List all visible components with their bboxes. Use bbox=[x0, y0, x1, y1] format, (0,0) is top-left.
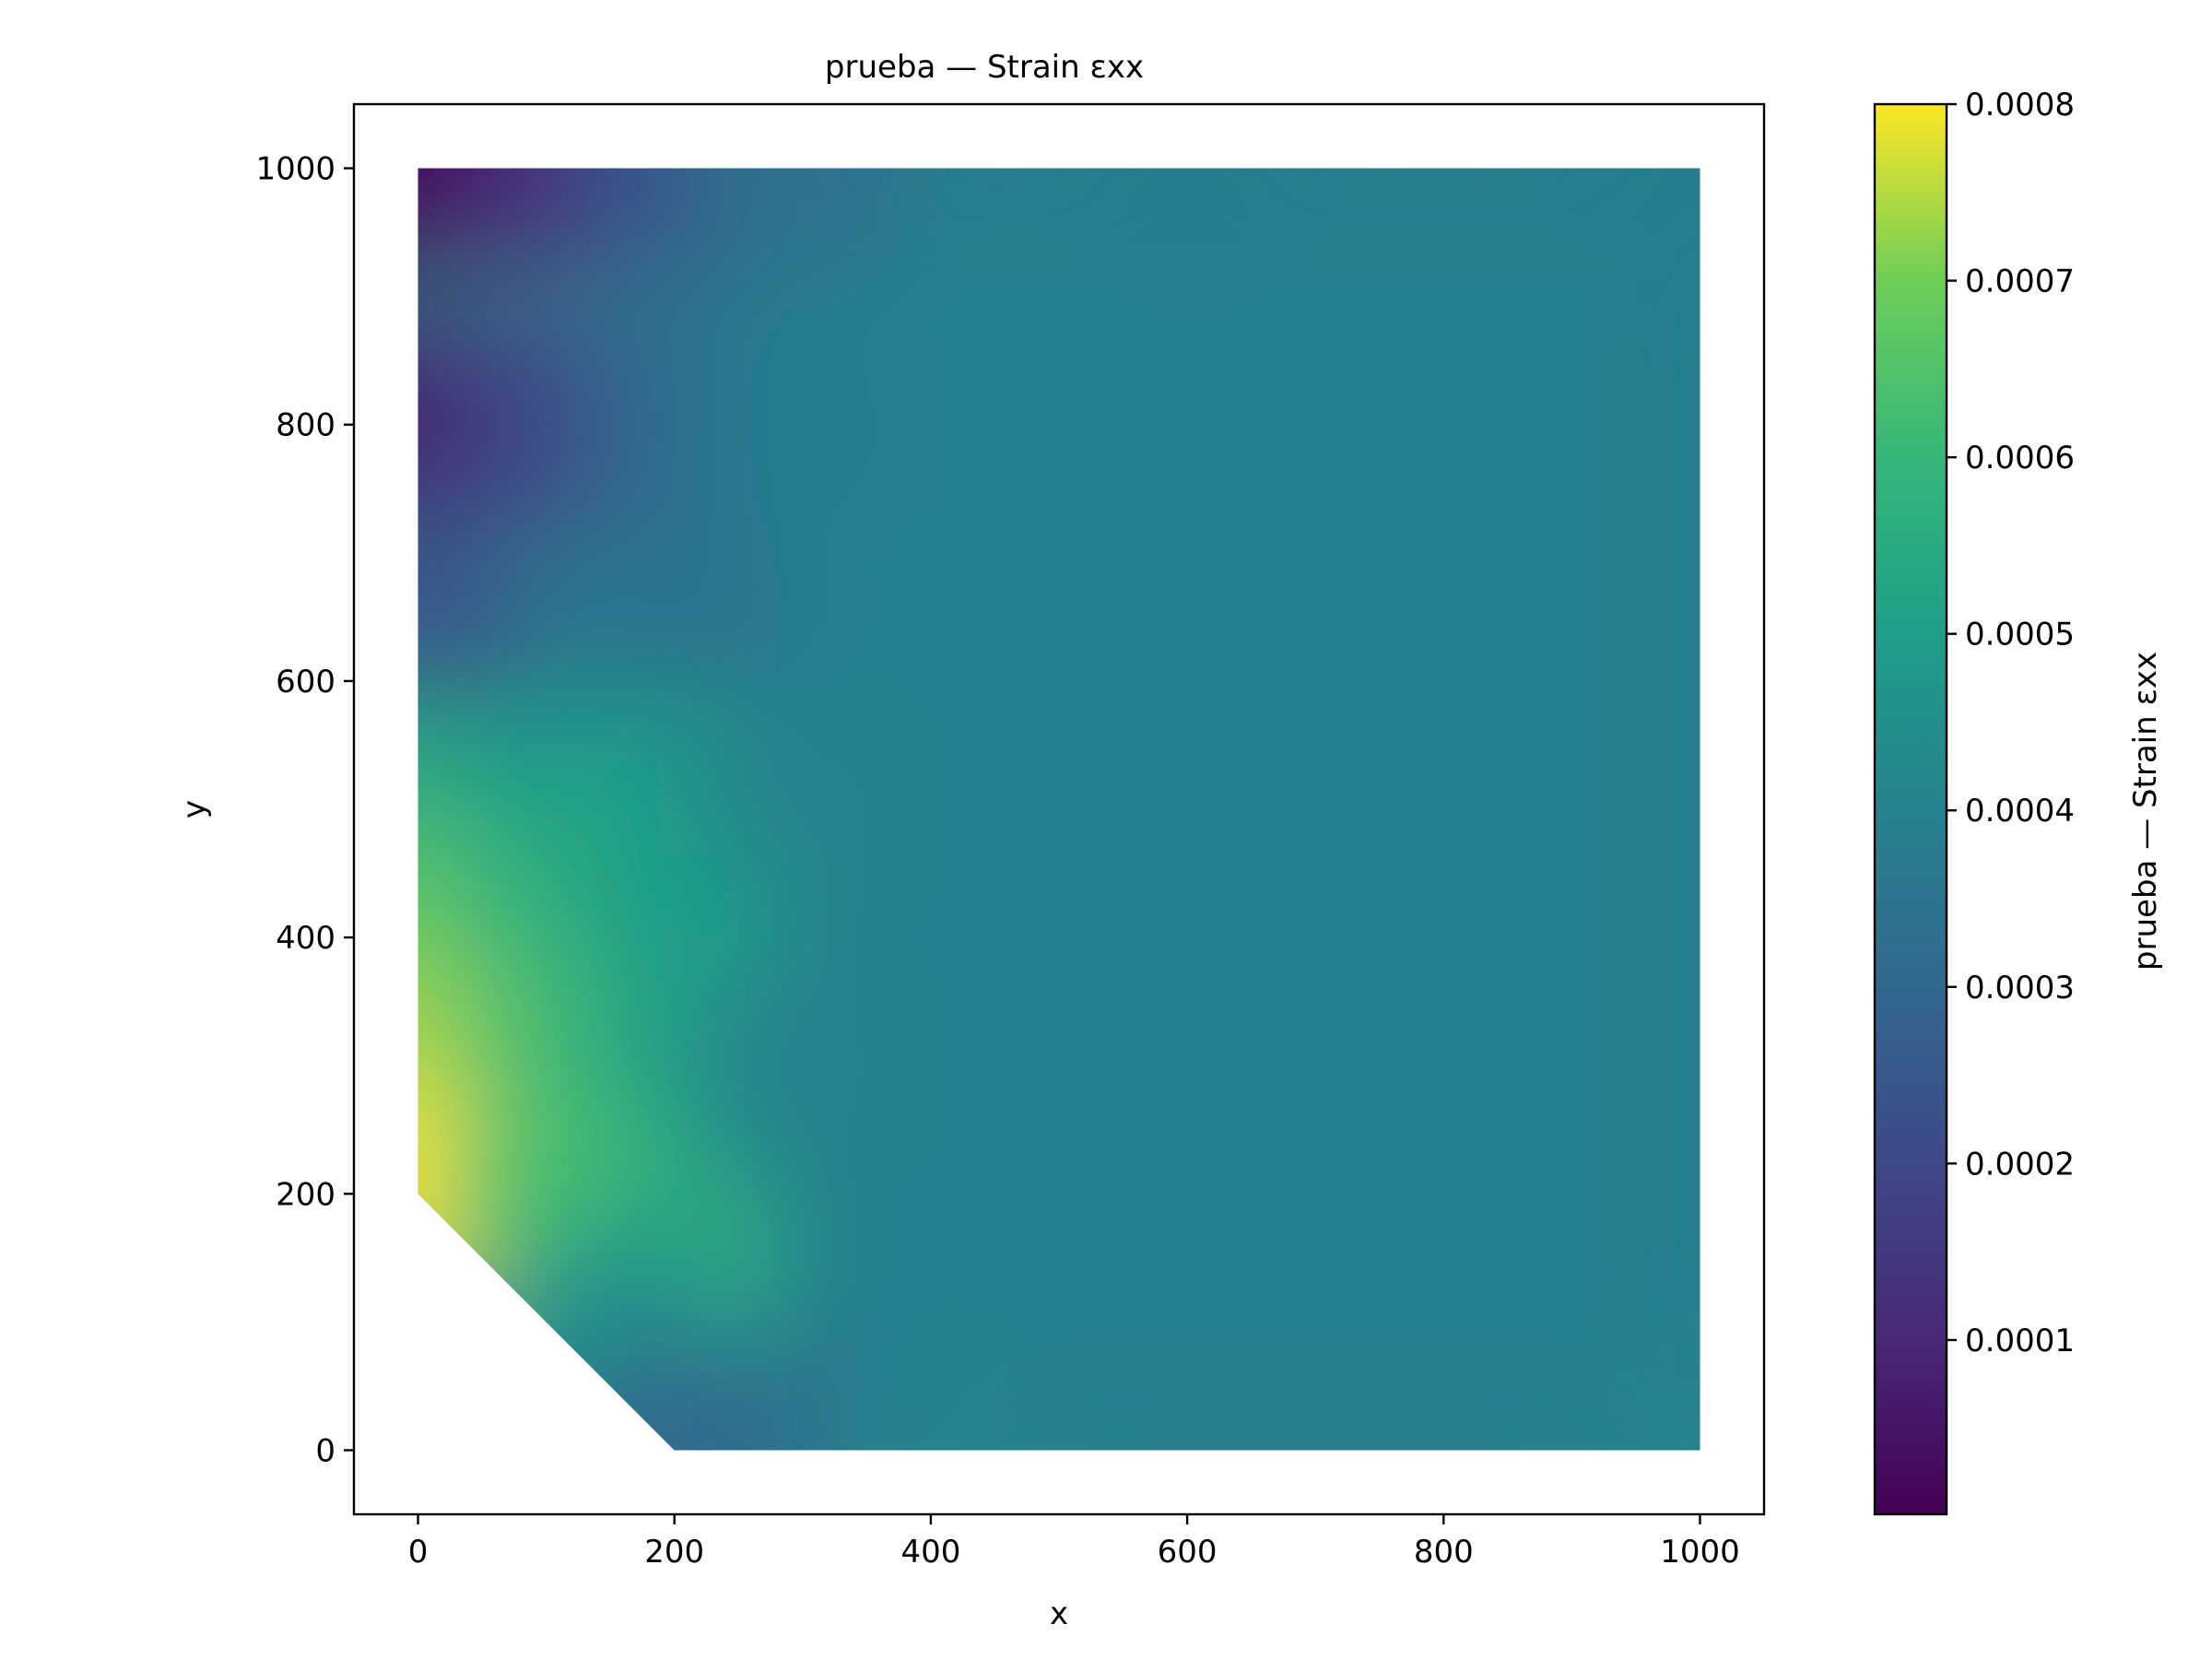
colorbar-tick-label: 0.0007 bbox=[1965, 264, 2075, 300]
colorbar-tick-label: 0.0004 bbox=[1965, 793, 2075, 830]
heatmap-field bbox=[418, 168, 1700, 1451]
field-sample-point bbox=[563, 506, 785, 728]
y-tick-label: 800 bbox=[276, 407, 335, 444]
y-tick-label: 600 bbox=[276, 664, 335, 700]
x-tick-label: 400 bbox=[900, 1534, 960, 1571]
field-sample-point bbox=[691, 168, 913, 279]
field-sample-point bbox=[691, 955, 913, 1177]
x-axis-label: x bbox=[1050, 1595, 1068, 1632]
colorbar-tick-label: 0.0001 bbox=[1965, 1323, 2075, 1359]
x-tick-label: 200 bbox=[644, 1534, 704, 1571]
field-sample-point bbox=[819, 1339, 1041, 1451]
y-tick-label: 400 bbox=[276, 920, 335, 957]
colorbar-tick-label: 0.0002 bbox=[1965, 1146, 2075, 1182]
x-tick-label: 0 bbox=[408, 1534, 429, 1571]
y-tick-label: 200 bbox=[276, 1176, 335, 1213]
field-sample-point bbox=[1077, 168, 1299, 279]
x-tick-label: 800 bbox=[1414, 1534, 1474, 1571]
colorbar-tick-label: 0.0005 bbox=[1965, 617, 2075, 653]
field-samples bbox=[418, 168, 1700, 1451]
colorbar-label: prueba — Strain εxx bbox=[2127, 652, 2164, 971]
y-axis-label: y bbox=[176, 800, 213, 818]
field-sample-point bbox=[1589, 168, 1700, 279]
x-tick-label: 1000 bbox=[1660, 1534, 1740, 1571]
field-sample-point bbox=[1077, 699, 1299, 920]
y-tick-label: 0 bbox=[315, 1432, 335, 1469]
colorbar: 0.0001 0.0002 0.0003 0.0004 0.0005 0.0006 0.00… bbox=[1873, 87, 2164, 1516]
field-sample-point bbox=[418, 506, 529, 728]
colorbar-tick-label: 0.0008 bbox=[1965, 87, 2075, 124]
colorbar-tick-label: 0.0006 bbox=[1965, 440, 2075, 477]
plot-frame bbox=[352, 102, 1766, 1516]
y-axis-ticks: 0 200 400 600 800 1000 bbox=[255, 151, 354, 1469]
colorbar-tick-label: 0.0003 bbox=[1965, 970, 2075, 1006]
field-sample-point bbox=[1589, 1339, 1700, 1451]
colorbar-ticks: 0.0001 0.0002 0.0003 0.0004 0.0005 0.0006 0.00… bbox=[1947, 87, 2075, 1359]
field-sample-point bbox=[691, 313, 913, 535]
x-tick-label: 600 bbox=[1158, 1534, 1218, 1571]
colorbar-gradient bbox=[1873, 102, 1948, 1516]
y-tick-label: 1000 bbox=[255, 151, 335, 188]
x-axis-ticks: 0 200 400 600 800 1000 bbox=[408, 1514, 1740, 1571]
chart-title: prueba — Strain εxx bbox=[825, 49, 1144, 86]
